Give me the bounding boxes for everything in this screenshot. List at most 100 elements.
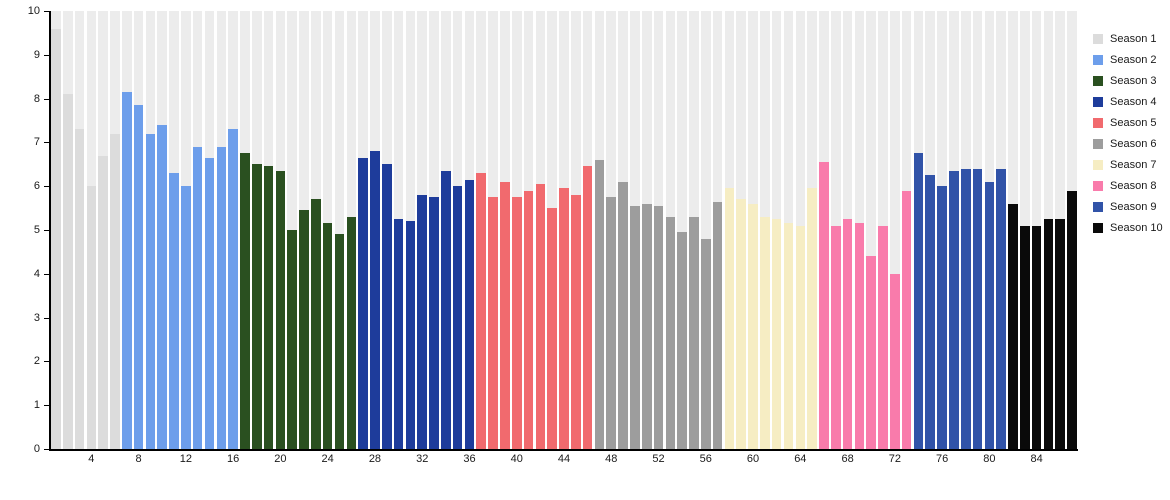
legend-item-season-4[interactable]: Season 4 (1093, 91, 1163, 112)
bar-episode-43[interactable] (547, 208, 557, 449)
bar-episode-11[interactable] (169, 173, 179, 449)
legend-item-season-2[interactable]: Season 2 (1093, 49, 1163, 70)
bar-episode-78[interactable] (960, 168, 971, 449)
bar-episode-47[interactable] (594, 159, 605, 449)
bar-episode-6[interactable] (110, 133, 120, 449)
bar-episode-40[interactable] (511, 197, 522, 449)
bar-episode-33[interactable] (429, 197, 439, 449)
x-axis-tick-label: 40 (510, 453, 523, 465)
bar-episode-72[interactable] (890, 273, 900, 449)
bar-episode-30[interactable] (393, 219, 404, 449)
bar-episode-76[interactable] (937, 186, 947, 449)
bar-episode-25[interactable] (334, 234, 345, 449)
bar-episode-36[interactable] (464, 179, 475, 449)
bar-episode-29[interactable] (381, 164, 392, 449)
bar-episode-24[interactable] (322, 223, 333, 449)
bar-episode-28[interactable] (370, 151, 380, 449)
bar-episode-66[interactable] (819, 162, 829, 449)
bar-episode-31[interactable] (405, 221, 416, 449)
legend-item-season-7[interactable]: Season 7 (1093, 154, 1163, 175)
bar-episode-41[interactable] (523, 190, 534, 449)
bar-episode-12[interactable] (181, 186, 191, 449)
bar-episode-21[interactable] (287, 230, 298, 449)
legend-item-season-6[interactable]: Season 6 (1093, 133, 1163, 154)
bar-episode-82[interactable] (1008, 203, 1018, 449)
bar-episode-67[interactable] (830, 225, 841, 449)
bar-episode-7[interactable] (122, 92, 132, 449)
legend-item-season-3[interactable]: Season 3 (1093, 70, 1163, 91)
bar-episode-65[interactable] (807, 188, 817, 449)
legend-item-season-1[interactable]: Season 1 (1093, 28, 1163, 49)
bar-episode-34[interactable] (441, 170, 451, 449)
bar-episode-19[interactable] (263, 166, 274, 449)
bar-episode-22[interactable] (299, 210, 309, 449)
bar-episode-51[interactable] (641, 203, 652, 449)
bar-episode-79[interactable] (972, 168, 983, 449)
legend-item-season-9[interactable]: Season 9 (1093, 196, 1163, 217)
bar-episode-81[interactable] (996, 168, 1006, 449)
bar-episode-59[interactable] (736, 199, 747, 449)
bar-episode-50[interactable] (630, 205, 640, 449)
legend-item-season-10[interactable]: Season 10 (1093, 217, 1163, 238)
bar-episode-18[interactable] (251, 164, 262, 449)
bar-episode-83[interactable] (1020, 225, 1030, 449)
bar-episode-14[interactable] (204, 157, 215, 449)
bar-episode-46[interactable] (582, 166, 593, 449)
bar-episode-87[interactable] (1067, 190, 1077, 449)
bar-episode-56[interactable] (700, 238, 711, 449)
bar-episode-10[interactable] (157, 124, 168, 449)
bar-episode-74[interactable] (913, 153, 924, 449)
bar-episode-69[interactable] (854, 223, 865, 449)
bar-episode-1[interactable] (51, 28, 61, 449)
bar-episode-42[interactable] (535, 184, 546, 449)
bar-episode-86[interactable] (1055, 219, 1066, 449)
bar-episode-45[interactable] (571, 194, 581, 449)
legend-item-season-8[interactable]: Season 8 (1093, 175, 1163, 196)
bar-episode-63[interactable] (783, 223, 794, 449)
bar-episode-52[interactable] (653, 205, 664, 449)
bar-episode-5[interactable] (98, 155, 108, 449)
bar-episode-8[interactable] (133, 105, 144, 449)
bar-episode-54[interactable] (677, 232, 687, 449)
bar-episode-35[interactable] (452, 186, 463, 449)
bar-episode-23[interactable] (311, 199, 321, 449)
bar-episode-3[interactable] (74, 129, 85, 449)
bar-episode-85[interactable] (1043, 219, 1054, 449)
bar-episode-32[interactable] (417, 194, 427, 449)
bar-episode-15[interactable] (216, 146, 227, 449)
bar-episode-16[interactable] (228, 129, 238, 449)
bar-episode-80[interactable] (984, 181, 995, 449)
legend-item-season-5[interactable]: Season 5 (1093, 112, 1163, 133)
bar-episode-48[interactable] (606, 197, 617, 449)
bar-episode-4[interactable] (86, 186, 97, 449)
bar-episode-60[interactable] (748, 203, 758, 449)
bar-episode-2[interactable] (62, 94, 73, 449)
bar-episode-64[interactable] (795, 225, 806, 449)
bar-episode-39[interactable] (500, 181, 510, 449)
bar-episode-44[interactable] (559, 188, 569, 449)
bar-episode-20[interactable] (275, 170, 286, 449)
bar-episode-75[interactable] (925, 175, 936, 449)
bar-episode-37[interactable] (476, 173, 487, 449)
legend-label: Season 2 (1110, 53, 1157, 66)
bar-episode-62[interactable] (771, 219, 782, 449)
bar-episode-68[interactable] (842, 219, 853, 449)
bar-episode-27[interactable] (358, 157, 368, 449)
bar-episode-61[interactable] (760, 216, 770, 449)
bar-episode-70[interactable] (866, 256, 876, 449)
bar-episode-84[interactable] (1031, 225, 1042, 449)
bar-episode-77[interactable] (949, 170, 959, 449)
bar-episode-38[interactable] (488, 197, 498, 449)
bar-episode-13[interactable] (192, 146, 203, 449)
bar-episode-58[interactable] (724, 188, 735, 449)
bar-episode-73[interactable] (901, 190, 912, 449)
bar-episode-49[interactable] (618, 181, 628, 449)
bar-episode-17[interactable] (240, 153, 250, 449)
bar-episode-57[interactable] (712, 201, 723, 449)
bar-episode-53[interactable] (665, 216, 676, 449)
bar-episode-71[interactable] (878, 225, 888, 449)
bar-episode-26[interactable] (346, 216, 357, 449)
bar-episode-9[interactable] (145, 133, 156, 449)
bar-episode-55[interactable] (689, 216, 699, 449)
